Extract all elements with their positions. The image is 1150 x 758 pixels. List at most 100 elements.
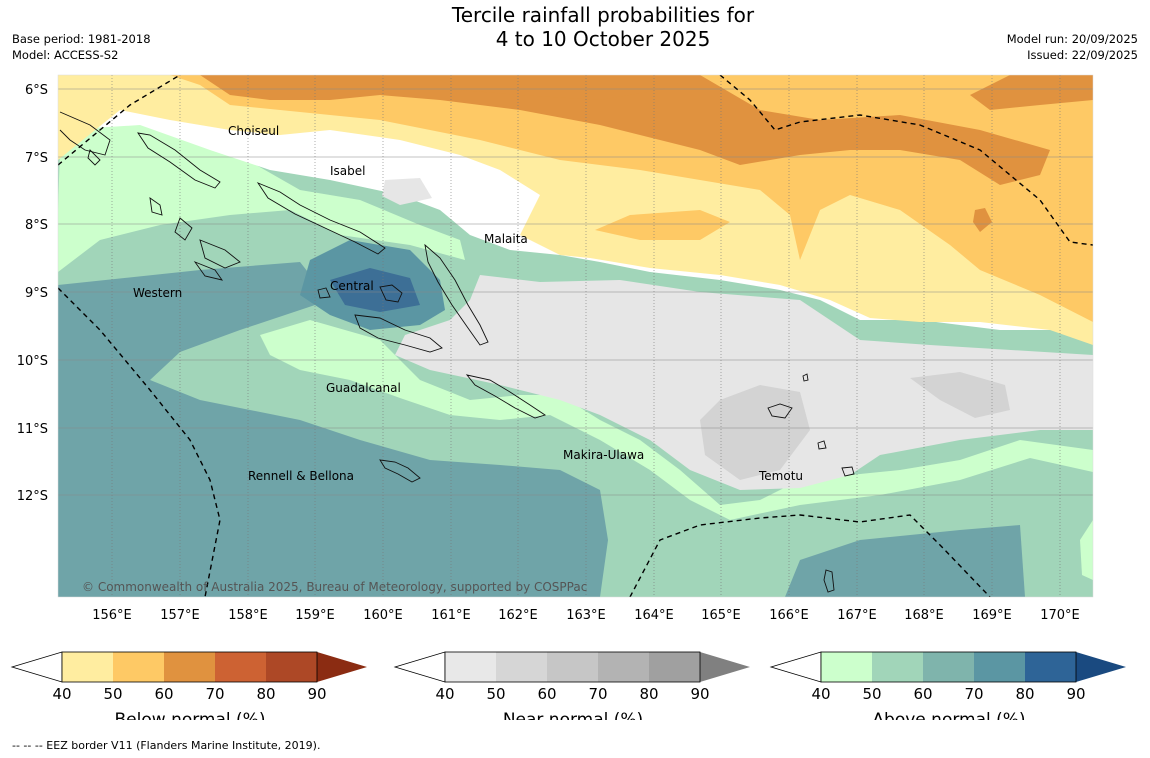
bougainville-coast <box>59 111 111 156</box>
colorbar-above-normal: 40 50 60 70 80 90 <box>769 651 1126 703</box>
colorbar-tick: 80 <box>639 685 658 703</box>
above-normal-70-region <box>58 262 608 597</box>
above-normal-40-band-north <box>58 115 465 272</box>
colorbar-under-arrow <box>769 651 822 683</box>
colorbar-over-arrow <box>1076 652 1126 682</box>
colorbar-tick: 40 <box>435 685 454 703</box>
above-normal-40-east-edge <box>1080 520 1093 580</box>
lon-label: 161°E <box>431 608 471 623</box>
eez-border-nw <box>58 75 181 166</box>
central-islands <box>317 284 403 303</box>
duff-islet <box>802 373 809 382</box>
colorbar-swatch <box>974 652 1025 682</box>
lat-label: 10°S <box>17 354 48 369</box>
lon-label: 169°E <box>972 608 1012 623</box>
colorbar-under-arrow <box>393 651 446 683</box>
colorbar-swatch <box>923 652 974 682</box>
colorbar-swatch <box>215 652 266 682</box>
eez-borders <box>58 75 1093 597</box>
colorbar-swatch <box>113 652 164 682</box>
colorbar-near-normal: 40 50 60 70 80 90 <box>393 651 750 703</box>
near-normal-50-region-far-east <box>910 372 1010 418</box>
model-text: Model: ACCESS-S2 <box>12 48 119 62</box>
near-normal-50-region-east <box>700 385 810 480</box>
lon-label: 164°E <box>634 608 674 623</box>
map-area: © Commonwealth of Australia 2025, Bureau… <box>58 75 1093 597</box>
colorbar-tick: 50 <box>103 685 122 703</box>
place-label: Guadalcanal <box>326 381 401 395</box>
colorbar-over-arrow <box>317 652 367 682</box>
lon-label: 165°E <box>701 608 741 623</box>
rainfall-map: © Commonwealth of Australia 2025, Bureau… <box>10 74 1126 720</box>
choiseul-island <box>137 132 221 189</box>
lon-label: 167°E <box>837 608 877 623</box>
colorbar-tick: 90 <box>1066 685 1085 703</box>
colorbar-swatch <box>496 652 547 682</box>
western-islands <box>149 197 241 281</box>
eez-border-ne <box>719 75 1093 246</box>
colorbar-swatch <box>445 652 496 682</box>
colorbar-tick: 70 <box>964 685 983 703</box>
colorbar-swatch <box>62 652 113 682</box>
eez-border-sw <box>58 287 221 597</box>
place-label: Rennell & Bellona <box>248 469 354 483</box>
place-labels: Choiseul Isabel Malaita Western Central … <box>133 124 803 483</box>
below-normal-50-patch <box>595 210 730 240</box>
map-frame <box>57 74 1094 598</box>
copyright-text: © Commonwealth of Australia 2025, Bureau… <box>82 580 587 594</box>
colorbar-swatch <box>547 652 598 682</box>
malaita-island <box>424 243 489 346</box>
colorbar-tick: 70 <box>588 685 607 703</box>
model-info: Base period: 1981-2018 Model: ACCESS-S2 <box>12 31 151 63</box>
longitude-labels: 156°E 157°E 158°E 159°E 160°E 161°E 162°… <box>92 608 1080 623</box>
near-normal-40-patch-north <box>382 178 432 205</box>
lon-label: 168°E <box>904 608 944 623</box>
southern-islet <box>823 569 835 593</box>
colorbar-tick: 50 <box>486 685 505 703</box>
model-run-text: Model run: 20/09/2025 <box>1006 32 1138 46</box>
lon-label: 160°E <box>363 608 403 623</box>
title-line-2: 4 to 10 October 2025 <box>495 27 711 51</box>
colorbar-label-near: Near normal (%) <box>503 710 643 720</box>
colorbar-swatch <box>649 652 700 682</box>
above-normal-90-core <box>330 268 420 312</box>
colorbar-swatch <box>872 652 923 682</box>
colorbar-swatch <box>1025 652 1076 682</box>
place-label: Central <box>330 279 374 293</box>
colorbar-labels: Below normal (%) Near normal (%) Above n… <box>115 710 1026 720</box>
near-normal-40-region <box>395 275 1093 490</box>
colorbar-swatch <box>266 652 317 682</box>
colorbar-swatch <box>821 652 872 682</box>
title-line-1: Tercile rainfall probabilities for <box>451 3 755 27</box>
lon-label: 166°E <box>769 608 809 623</box>
colorbar-tick: 40 <box>811 685 830 703</box>
colorbar-under-arrow <box>10 651 63 683</box>
lat-label: 6°S <box>25 83 48 98</box>
lon-label: 156°E <box>92 608 132 623</box>
colorbar-tick: 40 <box>52 685 71 703</box>
above-normal-70-se-region <box>785 525 1025 597</box>
coastlines <box>59 111 855 593</box>
lat-label: 9°S <box>25 286 48 301</box>
colorbar-label-above: Above normal (%) <box>872 710 1025 720</box>
place-label: Isabel <box>330 164 365 178</box>
eez-footnote: -- -- -- EEZ border V11 (Flanders Marine… <box>12 739 321 752</box>
colorbar-swatch <box>164 652 215 682</box>
below-normal-60-top-band <box>430 75 700 100</box>
lon-label: 162°E <box>498 608 538 623</box>
run-info: Model run: 20/09/2025 Issued: 22/09/2025 <box>1007 31 1138 63</box>
colorbar-tick: 80 <box>256 685 275 703</box>
colorbar-tick: 60 <box>537 685 556 703</box>
base-period-text: Base period: 1981-2018 <box>12 32 151 46</box>
place-label: Choiseul <box>228 124 279 138</box>
isabel-island <box>256 182 386 255</box>
lon-label: 158°E <box>228 608 268 623</box>
colorbar-swatch <box>598 652 649 682</box>
place-label: Malaita <box>484 232 528 246</box>
below-normal-60-ne-region <box>970 75 1093 110</box>
colorbar-tick: 80 <box>1015 685 1034 703</box>
colorbar-below-normal: 40 50 60 70 80 90 <box>10 651 367 703</box>
below-normal-60-islet <box>973 208 992 232</box>
chart-title: Tercile rainfall probabilities for 4 to … <box>300 3 906 51</box>
above-normal-40-band-south <box>260 320 1093 520</box>
